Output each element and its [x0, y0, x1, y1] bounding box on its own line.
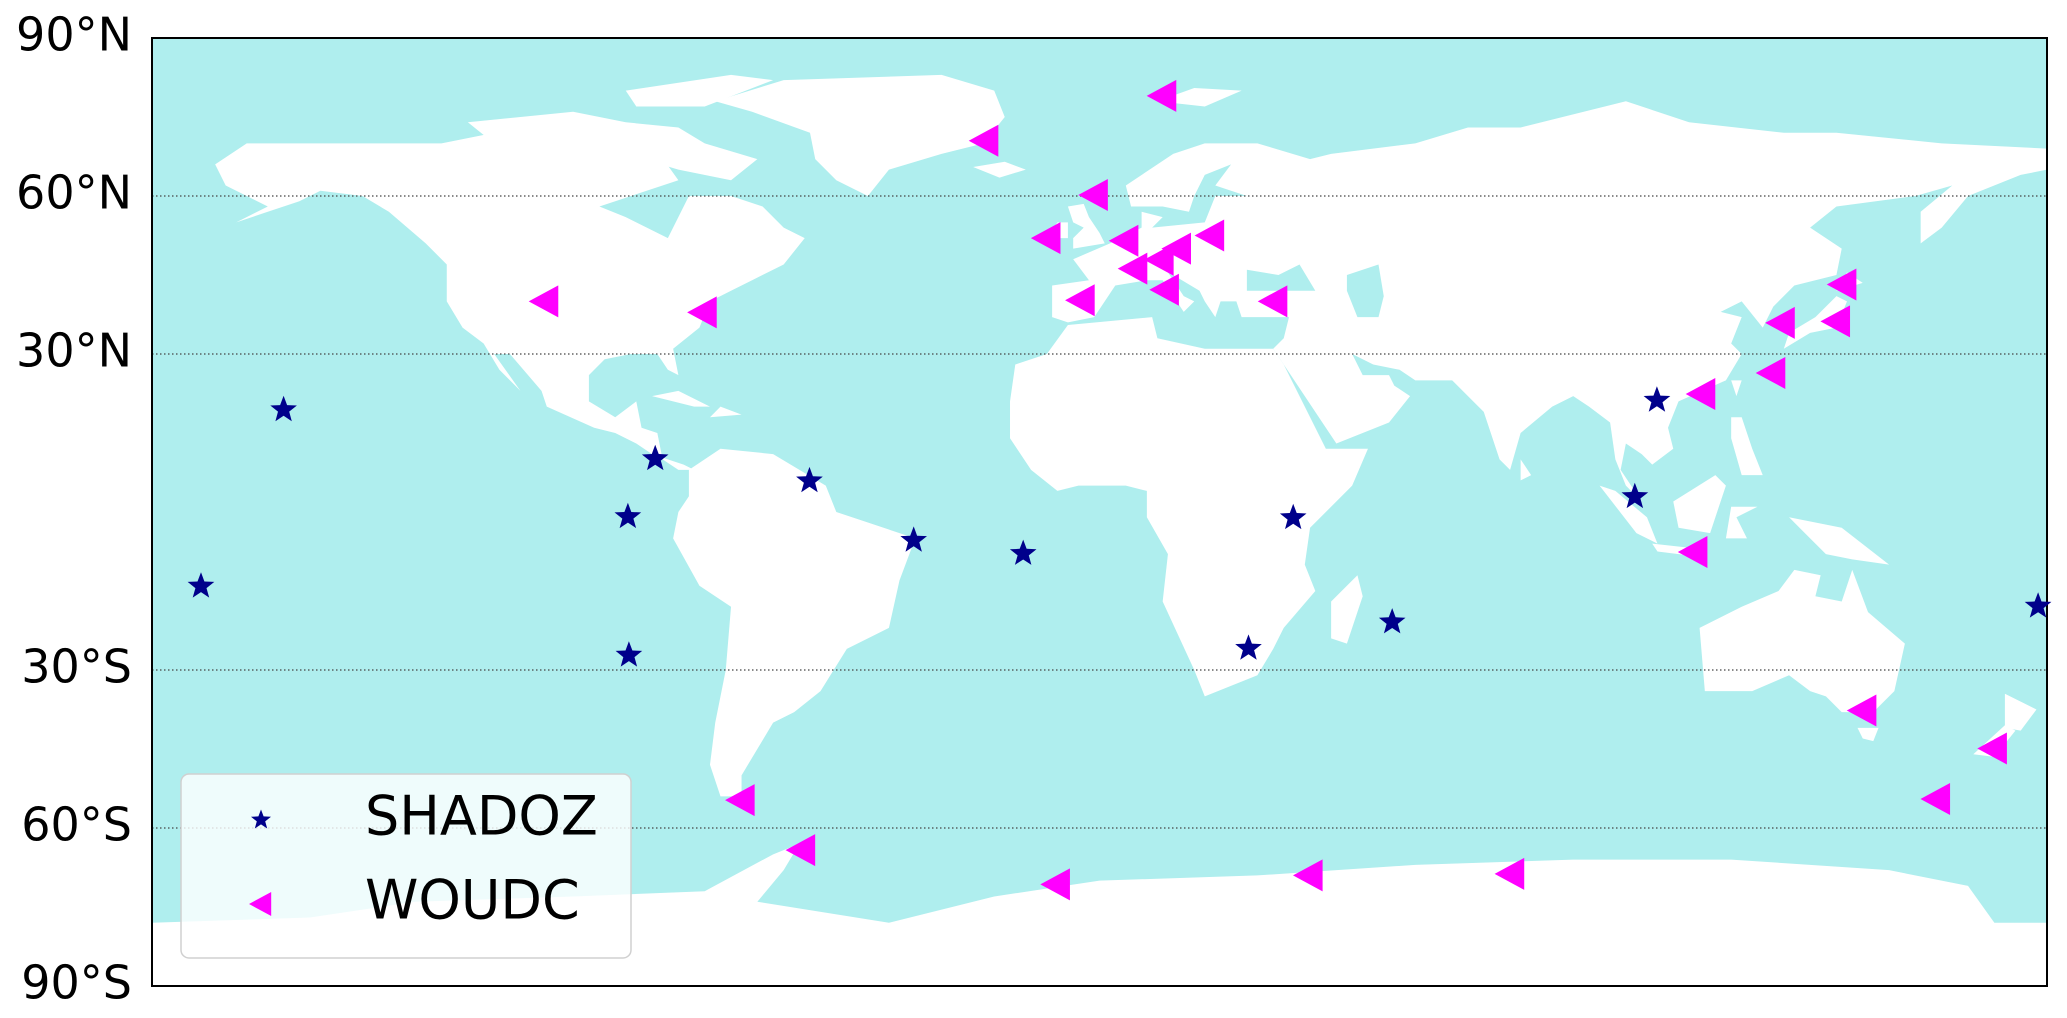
- station-marker: [1378, 608, 1406, 634]
- station-marker: [1108, 224, 1139, 257]
- uk: [1067, 203, 1105, 249]
- y-tick-label: 30°S: [21, 640, 132, 694]
- eurasia: [1052, 101, 2048, 502]
- station-marker: [968, 124, 999, 157]
- sumatra: [1599, 485, 1658, 544]
- station-marker: [641, 444, 669, 471]
- station-marker: [1235, 634, 1262, 660]
- new-guinea: [1789, 517, 1890, 565]
- station-marker: [1009, 539, 1037, 565]
- station-marker: [1257, 285, 1288, 318]
- station-marker: [1920, 783, 1951, 816]
- station-marker: [1685, 378, 1716, 411]
- station-marker: [270, 395, 297, 422]
- station-marker: [725, 784, 755, 817]
- station-marker: [687, 296, 717, 329]
- station-marker: [1030, 222, 1061, 255]
- station-marker: [1065, 284, 1095, 317]
- station-marker: [1194, 219, 1225, 252]
- station-marker: [1846, 694, 1877, 727]
- station-marker: [615, 641, 643, 667]
- philippines: [1731, 417, 1763, 476]
- station-marker: [2024, 592, 2052, 618]
- africa: [1010, 317, 1368, 697]
- station-marker: [1149, 273, 1179, 306]
- arctic-islands: [467, 111, 758, 181]
- station-marker: [1643, 386, 1671, 412]
- station-marker: [796, 466, 823, 493]
- y-tick-label: 90°S: [21, 956, 132, 1010]
- station-marker: [1040, 868, 1070, 901]
- station-marker: [614, 502, 642, 529]
- station-marker: [1144, 243, 1174, 276]
- ellesmere: [625, 74, 774, 107]
- station-marker: [1494, 857, 1525, 890]
- tasmania: [1857, 727, 1879, 742]
- map-frame: [151, 37, 2048, 987]
- station-marker: [1293, 859, 1323, 892]
- greenland: [715, 74, 1005, 196]
- sulawesi: [1725, 506, 1758, 539]
- sri-lanka: [1520, 459, 1532, 481]
- legend-label: SHADOZ: [365, 785, 598, 848]
- cuba: [652, 390, 710, 407]
- y-tick-label: 90°N: [16, 8, 132, 62]
- station-marker: [1820, 305, 1851, 338]
- new-zealand-north: [2004, 693, 2037, 731]
- hispaniola: [709, 406, 742, 418]
- inland-seas: [1246, 264, 1384, 318]
- svalbard: [1157, 88, 1242, 107]
- station-marker: [1117, 252, 1148, 285]
- station-marker: [1765, 306, 1795, 339]
- station-marker: [1826, 268, 1857, 301]
- station-marker: [1078, 178, 1108, 211]
- station-marker: [528, 285, 559, 318]
- south-america: [673, 448, 916, 797]
- australia: [1699, 569, 1905, 713]
- station-marker: [785, 834, 816, 867]
- station-marker: [1146, 79, 1177, 112]
- madagascar: [1331, 575, 1363, 644]
- station-marker: [1977, 732, 2007, 765]
- black-sea: [1246, 264, 1316, 291]
- legend-box: [180, 773, 632, 959]
- stations: [187, 79, 2052, 901]
- land: [151, 74, 2048, 987]
- legend: SHADOZ WOUDC: [180, 773, 632, 959]
- legend-marker: [249, 892, 272, 916]
- japan: [1783, 296, 1847, 349]
- y-tick-label: 30°N: [16, 324, 132, 378]
- y-tick-label: 60°N: [16, 166, 132, 220]
- station-marker: [1161, 232, 1192, 265]
- taiwan: [1731, 380, 1742, 397]
- station-marker: [187, 572, 215, 598]
- legend-label: WOUDC: [365, 869, 580, 932]
- station-marker: [1279, 503, 1307, 530]
- station-marker: [900, 526, 927, 552]
- iceland: [973, 161, 1026, 178]
- station-marker: [1621, 482, 1649, 509]
- legend-marker: [251, 809, 271, 829]
- borneo: [1673, 475, 1726, 534]
- station-marker: [1755, 356, 1786, 389]
- y-tick-label: 60°S: [21, 798, 132, 852]
- caspian-sea: [1346, 264, 1384, 318]
- north-america: [215, 127, 805, 470]
- y-axis: 90°N 60°N 30°N 30°S 60°S 90°S: [16, 8, 132, 1010]
- station-marker: [1677, 536, 1708, 569]
